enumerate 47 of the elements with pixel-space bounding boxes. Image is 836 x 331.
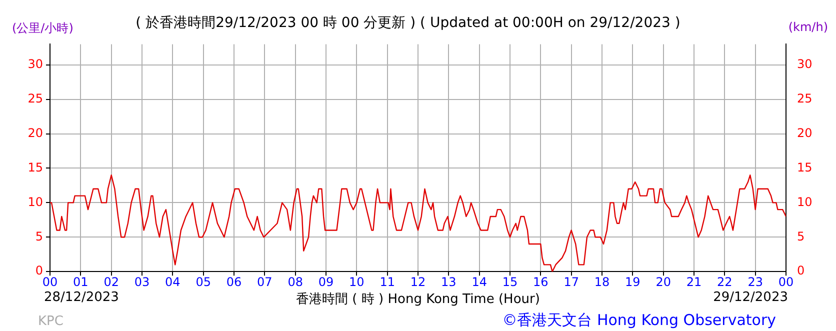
x-tick-label: 00 — [778, 274, 794, 289]
x-tick-label: 22 — [717, 274, 732, 289]
text: 28/12/2023 — [44, 290, 119, 305]
x-tick-label: 09 — [318, 274, 334, 289]
x-tick-label: 05 — [196, 274, 211, 289]
x-tick-label: 01 — [73, 274, 88, 289]
x-tick-label: 11 — [380, 274, 395, 289]
x-tick-label: 06 — [226, 274, 242, 289]
x-tick-label: 19 — [625, 274, 640, 289]
y2-tick-label: 30 — [797, 57, 812, 71]
y-tick-label: 0 — [35, 264, 43, 278]
x-tick-label: 00 — [42, 274, 58, 289]
x-tick-label: 17 — [564, 274, 579, 289]
text: 29/12/2023 — [713, 290, 788, 305]
x-tick-label: 08 — [288, 274, 303, 289]
y2-tick-label: 25 — [797, 91, 812, 106]
x-tick-label: 10 — [349, 274, 364, 289]
x-tick-label: 20 — [656, 274, 671, 289]
text: ©香港天文台 Hong Kong Observatory — [502, 311, 776, 330]
y-tick-label: 10 — [28, 194, 43, 209]
x-tick-label: 13 — [441, 274, 456, 289]
x-tick-label: 18 — [594, 274, 610, 289]
y2-tick-label: 5 — [797, 229, 805, 244]
x-tick-label: 14 — [472, 274, 487, 289]
y-tick-label: 25 — [28, 91, 43, 106]
x-tick-label: 02 — [104, 274, 119, 289]
y-tick-label: 30 — [28, 57, 43, 71]
y2-tick-label: 20 — [797, 126, 812, 140]
y-tick-label: 5 — [35, 229, 43, 244]
chart-title: ( 於香港時間29/12/2023 00 時 00 分更新 ) ( Updated at 00:00H on 29/12/2023 ) — [136, 15, 680, 31]
y2-tick-label: 10 — [797, 194, 812, 209]
y-axis-title: (公里/小時) — [12, 20, 74, 37]
x-tick-label: 21 — [686, 274, 702, 289]
y-tick-label: 20 — [28, 126, 43, 140]
x-tick-label: 16 — [533, 274, 548, 289]
y2-tick-label: 15 — [797, 160, 812, 174]
text: KPC — [38, 314, 64, 329]
y-tick-label: 15 — [28, 160, 43, 174]
x-tick-label: 03 — [134, 274, 150, 289]
x-tick-label: 15 — [502, 274, 518, 289]
x-tick-label: 12 — [410, 274, 426, 289]
x-axis-title: 香港時間 ( 時 ) Hong Kong Time (Hour) — [296, 292, 540, 307]
y2-axis-title: (km/h) — [788, 20, 828, 34]
x-tick-label: 07 — [257, 274, 272, 289]
x-tick-label: 23 — [748, 274, 763, 289]
y2-tick-label: 0 — [797, 264, 805, 278]
x-tick-label: 04 — [165, 274, 180, 289]
